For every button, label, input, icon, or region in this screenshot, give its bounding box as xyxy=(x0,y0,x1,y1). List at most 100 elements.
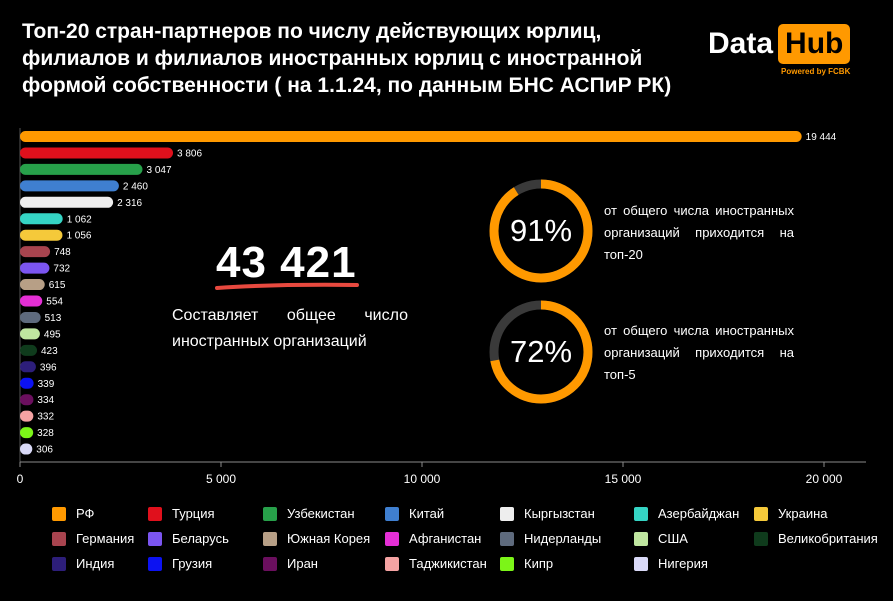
bar-value-label: 396 xyxy=(40,362,57,373)
underline-stroke xyxy=(215,282,359,290)
legend-swatch xyxy=(500,506,514,521)
bar-value-label: 2 460 xyxy=(123,181,148,192)
title-line-2: филиалов и филиалов иностранных юрлиц с … xyxy=(22,47,643,70)
ring-top5-arc xyxy=(489,300,593,404)
logo-data-text: Data xyxy=(708,27,774,60)
legend-item: Нигерия xyxy=(634,556,754,571)
total-caption: Составляет общее число иностранных орган… xyxy=(172,307,408,350)
bar-value-label: 732 xyxy=(53,264,70,275)
bar-15 xyxy=(20,361,36,373)
legend-label: Иран xyxy=(287,556,318,571)
legend-item: Турция xyxy=(148,506,263,521)
legend-item: Кыргызстан xyxy=(500,506,634,521)
bar-value-label: 495 xyxy=(44,329,61,340)
bar-8 xyxy=(20,246,51,258)
bar-value-label: 332 xyxy=(37,412,54,423)
bar-18 xyxy=(20,410,34,422)
bar-1 xyxy=(20,131,802,142)
bar-14 xyxy=(20,344,38,356)
legend-item: США xyxy=(634,531,754,546)
legend-swatch xyxy=(634,506,648,521)
title-line-1: Топ-20 стран-партнеров по числу действую… xyxy=(22,20,602,43)
legend-label: Афганистан xyxy=(409,531,482,546)
legend-swatch xyxy=(263,556,277,571)
legend-label: Таджикистан xyxy=(409,556,487,571)
x-tick-label: 0 xyxy=(17,472,24,486)
bar-value-label: 306 xyxy=(36,445,53,456)
legend-label: Кипр xyxy=(524,556,554,571)
legend-label: Германия xyxy=(76,531,135,546)
ring-top20-label: 91% xyxy=(509,213,573,248)
legend-label: Азербайджан xyxy=(658,506,740,521)
bar-value-label: 19 444 xyxy=(806,132,837,143)
legend-label: Беларусь xyxy=(172,531,229,546)
legend-label: Нидерланды xyxy=(524,531,602,546)
legend-swatch xyxy=(634,531,648,546)
legend-item: Беларусь xyxy=(148,531,263,546)
legend-swatch xyxy=(52,531,66,546)
total-count: 43 421 xyxy=(216,238,357,287)
legend-item: Грузия xyxy=(148,556,263,571)
bar-value-label: 2 316 xyxy=(117,198,142,209)
legend-swatch xyxy=(385,506,399,521)
legend-swatch xyxy=(148,506,162,521)
bar-3 xyxy=(20,163,143,175)
legend-label: Турция xyxy=(172,506,215,521)
total-underline xyxy=(215,282,359,290)
legend-label: Грузия xyxy=(172,556,213,571)
bar-4 xyxy=(20,180,119,192)
x-tick-label: 10 000 xyxy=(404,472,441,486)
legend-item: Кипр xyxy=(500,556,634,571)
legend-swatch xyxy=(754,531,768,546)
bar-11 xyxy=(20,295,43,307)
legend-swatch xyxy=(148,556,162,571)
legend-swatch xyxy=(754,506,768,521)
bar-value-label: 339 xyxy=(38,379,55,390)
legend-label: Южная Корея xyxy=(287,531,371,546)
legend-item: Южная Корея xyxy=(263,531,385,546)
ring-top20-description: от общего числа иностранных организаций … xyxy=(604,203,794,262)
legend-swatch xyxy=(263,506,277,521)
legend-item: Таджикистан xyxy=(385,556,500,571)
bar-value-label: 513 xyxy=(45,313,62,324)
ring-top20: 91% xyxy=(487,177,595,285)
ring-top5-graphic xyxy=(489,300,593,404)
bar-5 xyxy=(20,196,114,208)
x-tick-label: 15 000 xyxy=(605,472,642,486)
bar-19 xyxy=(20,427,34,439)
bar-20 xyxy=(20,443,33,455)
bar-value-label: 615 xyxy=(49,280,66,291)
legend-swatch xyxy=(500,556,514,571)
legend-label: РФ xyxy=(76,506,95,521)
legend-item: Узбекистан xyxy=(263,506,385,521)
legend-label: США xyxy=(658,531,688,546)
legend-item: Индия xyxy=(52,556,148,571)
x-tick-label: 5 000 xyxy=(206,472,236,486)
legend-label: Индия xyxy=(76,556,115,571)
legend-swatch xyxy=(634,556,648,571)
x-tick-label: 20 000 xyxy=(806,472,843,486)
chart-legend: РФ Турция Узбекистан Китай Кыргызстан Азербай… xyxy=(52,506,882,571)
legend-item: Великобритания xyxy=(754,531,878,546)
bar-2 xyxy=(20,147,174,159)
chart-title: Топ-20 стран-партнеров по числу действую… xyxy=(22,18,672,99)
legend-item: Иран xyxy=(263,556,385,571)
bar-value-label: 328 xyxy=(37,428,54,439)
title-line-3: формой собственности ( на 1.1.24, по дан… xyxy=(22,74,672,97)
bar-value-label: 1 056 xyxy=(66,231,91,242)
bar-value-label: 1 062 xyxy=(67,214,92,225)
legend-item: Афганистан xyxy=(385,531,500,546)
ring-top5-label: 72% xyxy=(509,334,573,369)
bar-13 xyxy=(20,328,40,340)
legend-item: Азербайджан xyxy=(634,506,754,521)
legend-swatch xyxy=(385,556,399,571)
ring-top5-description: от общего числа иностранных организаций … xyxy=(604,323,794,382)
ring-top5: 72% xyxy=(487,298,595,406)
legend-label: Китай xyxy=(409,506,445,521)
logo-hub-text: Hub xyxy=(778,24,851,64)
legend-label: Кыргызстан xyxy=(524,506,595,521)
bar-value-label: 554 xyxy=(46,297,63,308)
legend-swatch xyxy=(263,531,277,546)
legend-swatch xyxy=(385,531,399,546)
